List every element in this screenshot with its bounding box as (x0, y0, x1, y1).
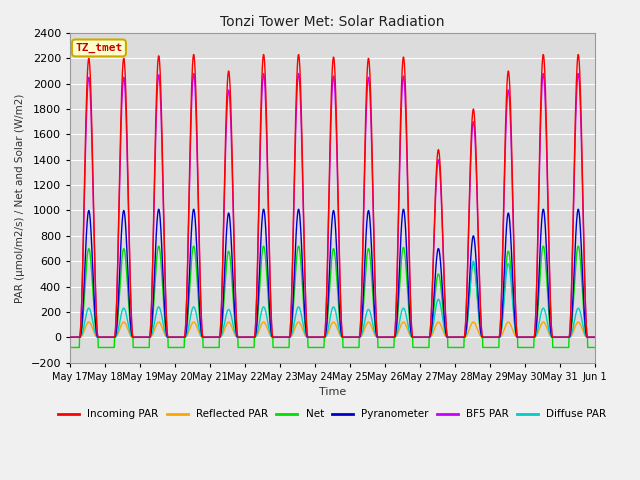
Y-axis label: PAR (μmol/m2/s) / Net and Solar (W/m2): PAR (μmol/m2/s) / Net and Solar (W/m2) (15, 93, 25, 302)
Title: Tonzi Tower Met: Solar Radiation: Tonzi Tower Met: Solar Radiation (220, 15, 445, 29)
X-axis label: Time: Time (319, 387, 346, 397)
Legend: Incoming PAR, Reflected PAR, Net, Pyranometer, BF5 PAR, Diffuse PAR: Incoming PAR, Reflected PAR, Net, Pyrano… (54, 405, 611, 423)
Text: TZ_tmet: TZ_tmet (76, 43, 123, 53)
